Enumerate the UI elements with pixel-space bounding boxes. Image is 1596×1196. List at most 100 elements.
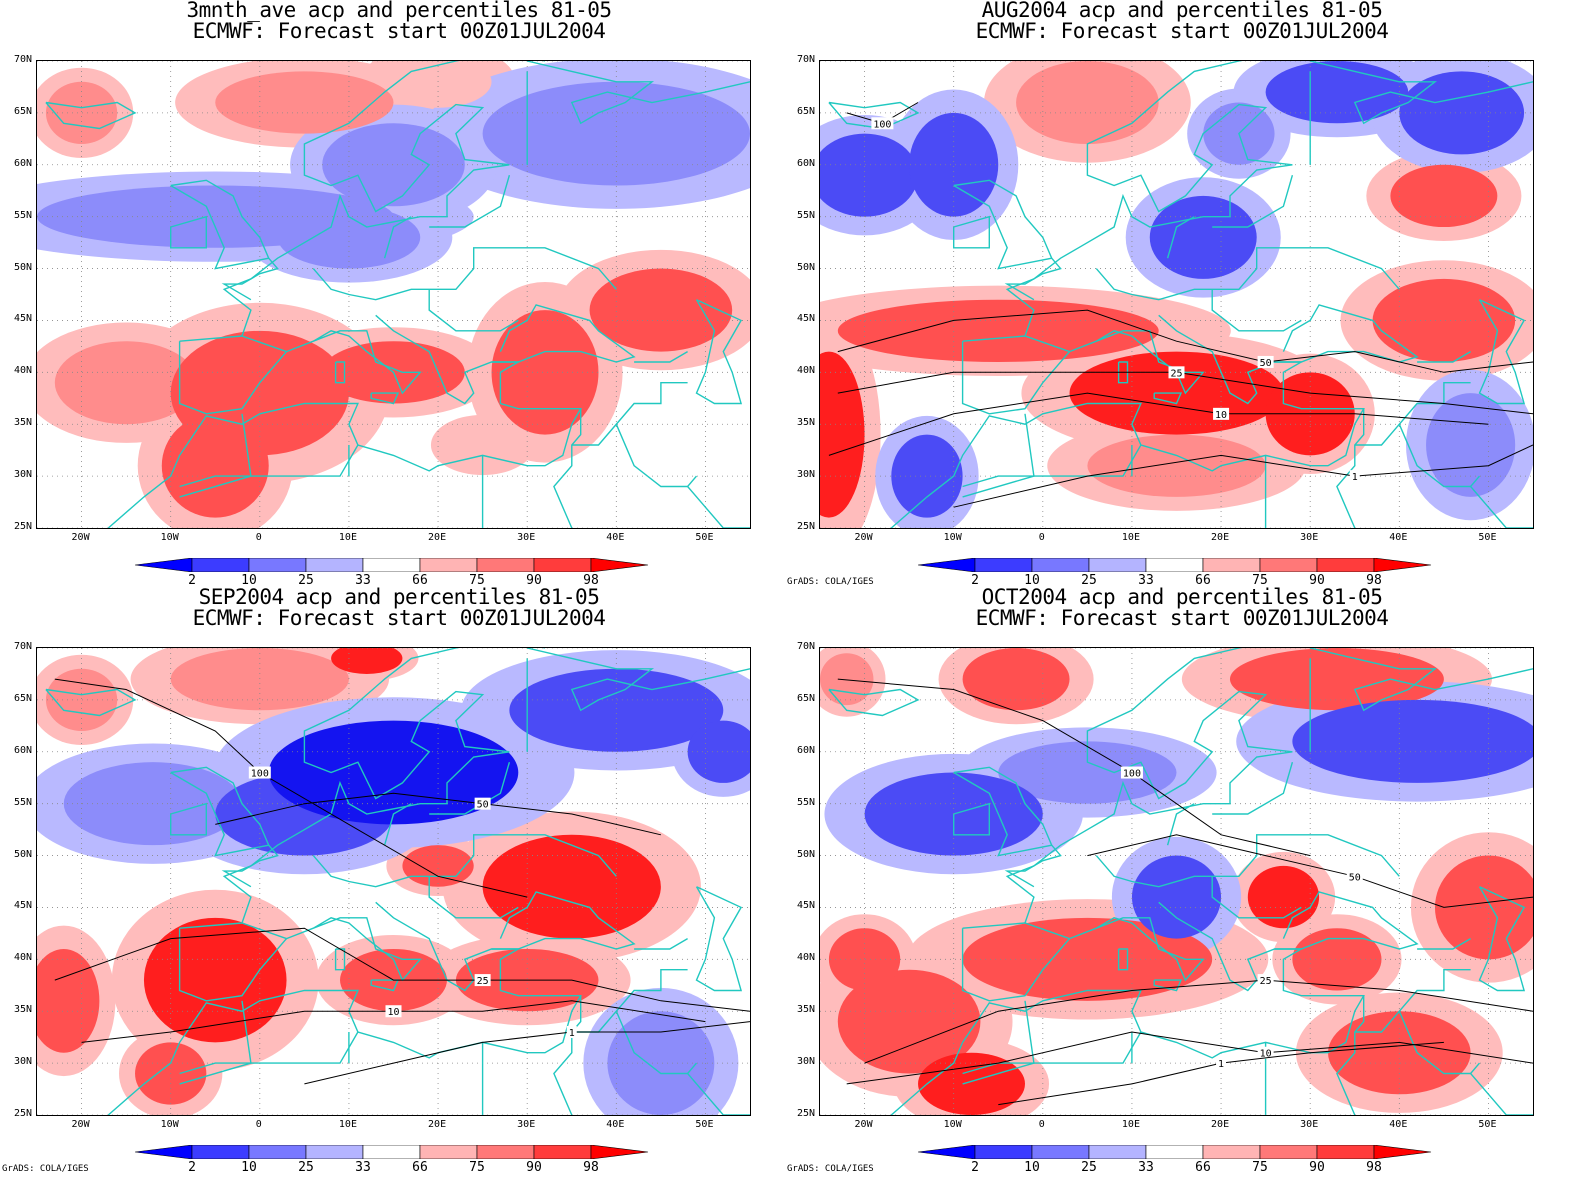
- colorbar-segment: [533, 1145, 592, 1159]
- coastline: [1005, 61, 1328, 337]
- lon-tick-label: 0: [1038, 1119, 1045, 1130]
- coastline: [491, 304, 636, 363]
- colorbar-label: 90: [526, 1160, 542, 1175]
- map-svg: 100 50 25 10 1: [820, 648, 1533, 1115]
- coastline: [634, 350, 688, 363]
- contour-line: [828, 392, 1489, 456]
- coastline: [890, 901, 1365, 1115]
- coastline: [1153, 979, 1183, 992]
- panel-aug2004: AUG2004 acp and percentiles 81-05 ECMWF:…: [783, 0, 1581, 598]
- lon-tick-label: 30E: [1300, 532, 1319, 543]
- contour-line: [864, 979, 1533, 1064]
- coastline: [221, 257, 279, 301]
- lon-tick-label: 0: [1038, 532, 1045, 543]
- coastline: [571, 382, 688, 446]
- lat-tick-label: 45N: [796, 313, 815, 325]
- coastline: [45, 101, 137, 130]
- colorbar-label: 75: [469, 573, 485, 588]
- percentile-area: [837, 969, 981, 1074]
- percentile-area: [491, 310, 599, 435]
- colorbar-arrow-high: [1373, 558, 1432, 572]
- lat-tick-label: 60N: [13, 744, 32, 756]
- contour-label: 10: [1213, 407, 1230, 421]
- lon-tick-label: 20W: [854, 532, 873, 543]
- contour-label: 100: [871, 117, 894, 130]
- lat-tick-label: 25N: [796, 521, 815, 532]
- lat-tick-label: 55N: [796, 796, 815, 808]
- lat-tick-label: 40N: [13, 365, 32, 377]
- lon-tick-label: 10W: [160, 1119, 179, 1130]
- colorbar-segment: [1316, 1145, 1375, 1159]
- coastline: [1274, 304, 1419, 363]
- colorbar-label: 2: [971, 573, 979, 588]
- lat-tick-label: 25N: [13, 521, 32, 532]
- percentile-area: [331, 648, 403, 674]
- contour-line: [837, 309, 1533, 373]
- panel-title: AUG2004 acp and percentiles 81-05: [981, 0, 1383, 22]
- colorbar-arrow-high: [590, 1145, 649, 1159]
- lat-tick-label: 60N: [13, 157, 32, 169]
- lon-tick-label: 20E: [1211, 532, 1230, 543]
- map-plot: 100 50 25 10 1: [36, 647, 751, 1116]
- lon-tick-label: 10W: [943, 532, 962, 543]
- colorbar-segment: [305, 1145, 364, 1159]
- colorbar-segment: [476, 558, 535, 572]
- percentile-area: [277, 206, 421, 269]
- coastline: [686, 1062, 750, 1115]
- lon-tick-label: 20W: [71, 1119, 90, 1130]
- percentile-area: [1149, 195, 1257, 279]
- lon-tick-label: 50E: [695, 532, 714, 543]
- lat-tick-label: 65N: [796, 105, 815, 117]
- coastline: [615, 423, 688, 488]
- colorbar: [135, 1145, 650, 1159]
- colorbar-label: 66: [412, 1160, 428, 1175]
- coastline: [1417, 350, 1471, 363]
- coastline: [45, 688, 137, 717]
- colorbar-segment: [362, 558, 421, 572]
- lon-tick-label: 20W: [71, 532, 90, 543]
- credit-label: GrADS: COLA/IGES: [787, 1164, 874, 1174]
- panel-3month: 3mnth_ave acp and percentiles 81-05 ECMW…: [0, 0, 798, 598]
- lat-tick-label: 25N: [796, 1108, 815, 1119]
- contour-label: 100: [1120, 766, 1143, 780]
- colorbar-segment: [191, 1145, 250, 1159]
- coastline: [1069, 330, 1205, 395]
- colorbar-segment: [533, 558, 592, 572]
- lon-tick-label: 0: [255, 1119, 262, 1130]
- contour-label: 1: [1216, 1057, 1227, 1070]
- coastline: [383, 216, 412, 259]
- coastline: [1310, 648, 1533, 712]
- percentile-area: [962, 648, 1070, 711]
- contour-line: [54, 927, 750, 1012]
- panel-subtitle: ECMWF: Forecast start 00Z01JUL2004: [192, 606, 606, 630]
- coastline: [1166, 216, 1195, 259]
- coastline: [953, 179, 1053, 270]
- percentile-area: [402, 845, 474, 887]
- coastline: [828, 101, 920, 130]
- coastline: [1469, 475, 1533, 528]
- percentile-area: [161, 413, 269, 518]
- colorbar-label: 25: [1081, 573, 1097, 588]
- coastline: [961, 335, 1071, 415]
- coastline: [962, 1031, 1142, 1075]
- colorbar-label: 66: [1195, 1160, 1211, 1175]
- coastline: [178, 335, 288, 415]
- percentile-area: [1390, 164, 1498, 228]
- coastline: [1166, 803, 1195, 846]
- svg-text:25: 25: [477, 976, 489, 987]
- coastline: [1336, 995, 1365, 1115]
- lat-tick-label: 70N: [13, 641, 32, 652]
- colorbar-segment: [1145, 1145, 1204, 1159]
- lat-tick-label: 55N: [796, 209, 815, 221]
- coastline: [179, 1000, 252, 1085]
- coastline: [634, 937, 688, 950]
- colorbar: [918, 558, 1433, 572]
- lat-tick-label: 50N: [13, 848, 32, 860]
- percentile-area: [820, 133, 919, 217]
- svg-text:50: 50: [1349, 872, 1361, 883]
- lon-tick-label: 10E: [338, 532, 357, 543]
- coastline: [370, 979, 400, 992]
- lat-tick-label: 30N: [13, 1056, 32, 1068]
- lon-tick-label: 0: [255, 532, 262, 543]
- coastline: [1478, 886, 1526, 992]
